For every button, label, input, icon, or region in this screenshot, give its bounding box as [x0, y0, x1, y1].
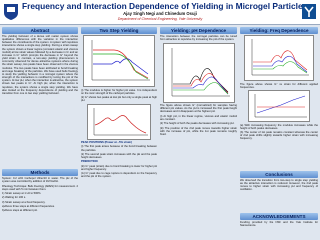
section-heading: Conclusions	[240, 171, 318, 178]
paragraph: The figure above shows G'' vs strain for…	[240, 82, 318, 89]
section-heading: ACKNOWLEDGEMENTS	[240, 213, 318, 220]
header: Frequency and Interaction Dependence of …	[0, 0, 320, 25]
paragraph: The yielding behavior of a dense soft ma…	[2, 35, 78, 95]
section-body: (a) With increasing frequency the modulu…	[240, 124, 318, 141]
section-heading: Abstract	[2, 27, 78, 34]
section-heading: Yielding: Freq Dependence	[240, 27, 318, 34]
paragraph: 3) Strain sweep at a fixed frequency.	[2, 200, 46, 204]
paragraph: (b) The center of 1st peak remains const…	[240, 131, 318, 141]
section-heading: Two Step Yielding	[81, 27, 157, 34]
paragraph: b)Above steps at different pH.	[2, 209, 38, 213]
paragraph: a)Above three steps at different frequen…	[2, 205, 55, 209]
logo-right	[302, 4, 316, 19]
methods-section: Methods System: 0.2 wt% Carbopol Ultrez1…	[2, 169, 78, 239]
section-body: Funding provided by the NSF and the Yale…	[240, 221, 318, 227]
paragraph: PEAK POSITIONS (Power at ~5% strain)	[81, 141, 132, 144]
section-body: We observed the transition from two-step…	[240, 179, 318, 192]
ph-section: Yielding: pH Dependence The interaction …	[160, 27, 237, 239]
paragraph: Rheology Technique: Bulk rheology (ARES)…	[2, 184, 78, 191]
section-heading: Yielding: pH Dependence	[160, 27, 237, 34]
figure	[87, 103, 151, 140]
paragraph: (ii) G'' shows two peaks at low pH but o…	[81, 96, 157, 103]
section-body: System: 0.2 wt% Carbopol Ultrez10 in wat…	[2, 177, 78, 213]
paragraph: (ii) The second peak strain increases wi…	[81, 152, 157, 159]
two-step-section: Two Step Yielding (i) The modulus is hig…	[81, 27, 157, 239]
freq-section: Yielding: Freq Dependence The figure abo…	[240, 27, 318, 169]
section-body: The interaction between the microgel par…	[160, 35, 237, 41]
paragraph: We observed the transition from two-step…	[240, 179, 318, 192]
abstract-section: Abstract The yielding behavior of a dens…	[2, 27, 78, 167]
figure	[248, 90, 310, 122]
paragraph: 2) Waiting for 100 s.	[2, 196, 26, 200]
logo-left	[4, 4, 18, 20]
paragraph: (iii) G'' peak (strain) due to bond brea…	[81, 164, 157, 171]
authors: Ajay Singh Negi and Chinedum Osuji	[123, 11, 197, 16]
paragraph: (ii) The height of both the peaks decrea…	[160, 122, 235, 126]
figure	[83, 35, 155, 87]
paragraph: PREDICTION	[81, 160, 98, 164]
paragraph: System: 0.2 wt% Carbopol Ultrez10 in wat…	[2, 177, 78, 184]
section-body: (i) The modulus is higher for higher pH …	[81, 89, 157, 103]
paragraph: (a) With increasing frequency the modulu…	[240, 123, 318, 130]
section-body: PEAK POSITIONS (Power at ~5% strain) (i) …	[81, 141, 157, 179]
acknowledgements-section: ACKNOWLEDGEMENTS Funding provided by the…	[240, 213, 318, 239]
affiliation: Department of Chemical Engineering, Yale…	[117, 17, 203, 21]
paragraph: (i) The modulus is higher for higher pH …	[81, 88, 157, 95]
paragraph: The figure above shows G'' (normalized) …	[160, 104, 237, 114]
section-body: The yielding behavior of a dense soft ma…	[2, 35, 78, 95]
figure	[162, 42, 235, 103]
paragraph: (iii) The position of the 2nd peak moves…	[160, 126, 237, 136]
section-body: The figure above shows G'' (normalized) …	[160, 104, 237, 136]
poster-title: Frequency and Interaction Dependence of …	[22, 1, 308, 11]
paragraph: The interaction between the microgel par…	[160, 35, 237, 42]
paragraph: Funding provided by the NSF and the Yale…	[240, 221, 318, 228]
paragraph: (i) At high pH, in the linear regime, vi…	[160, 114, 237, 121]
figure	[244, 35, 314, 81]
section-heading: Methods	[2, 169, 78, 176]
conclusions-section: Conclusions We observed the transition f…	[240, 171, 318, 211]
section-body: The figure above shows G'' vs strain for…	[240, 83, 318, 89]
paragraph: (i) The first peak arises because of the…	[81, 145, 157, 152]
paragraph: (iv) G'' peak due to cage rupture is dep…	[81, 172, 157, 179]
paragraph: 1) Strain sweep at 1 Hz to 500%.	[2, 192, 42, 195]
